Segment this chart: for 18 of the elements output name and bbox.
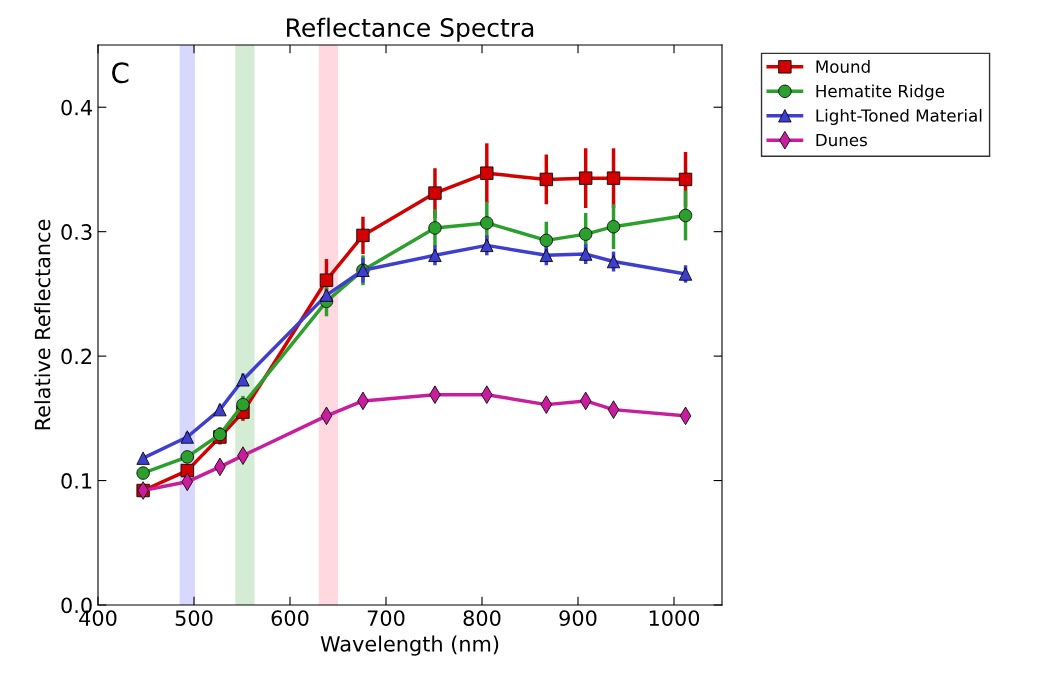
x-tick-label: 800 [463, 610, 501, 626]
y-tick-label: 0.1 [61, 473, 92, 489]
x-tick-label: 700 [367, 610, 405, 626]
x-axis-title: Wavelength (nm) [320, 635, 499, 656]
legend-label: Mound [816, 60, 870, 73]
x-tick-label: 600 [271, 610, 309, 626]
y-tick-label: 0.2 [61, 348, 92, 365]
x-tick-label: 500 [175, 610, 213, 626]
y-tick-label: 0.4 [61, 99, 92, 116]
chart-title: Reflectance Spectra [287, 17, 534, 42]
x-tick-label: 900 [559, 610, 597, 626]
annotation: C [112, 62, 129, 84]
y-tick-label: 0.3 [61, 224, 92, 240]
legend-label: Dunes [816, 133, 867, 147]
x-tick-label: 1000 [649, 610, 700, 626]
legend-label: Light-Toned Material [816, 108, 982, 126]
y-axis-title: Relative Reflectance [34, 219, 51, 430]
legend-label: Hematite Ridge [816, 84, 945, 101]
